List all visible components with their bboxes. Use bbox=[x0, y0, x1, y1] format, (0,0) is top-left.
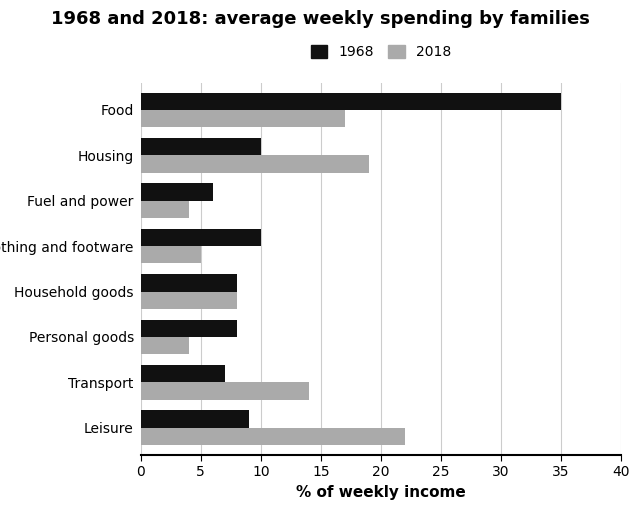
Bar bbox=[141, 275, 237, 292]
Bar bbox=[141, 155, 369, 173]
X-axis label: % of weekly income: % of weekly income bbox=[296, 485, 466, 500]
Bar bbox=[141, 320, 237, 337]
Bar bbox=[141, 246, 201, 263]
Bar bbox=[141, 365, 225, 383]
Legend: 1968, 2018: 1968, 2018 bbox=[307, 41, 455, 64]
Bar bbox=[141, 184, 212, 201]
Bar bbox=[141, 410, 249, 428]
Bar bbox=[141, 292, 237, 309]
Bar bbox=[141, 229, 261, 246]
Bar bbox=[141, 383, 309, 400]
Bar bbox=[141, 337, 189, 354]
Text: 1968 and 2018: average weekly spending by families: 1968 and 2018: average weekly spending b… bbox=[51, 10, 589, 28]
Bar bbox=[141, 110, 345, 127]
Bar bbox=[141, 428, 405, 445]
Bar bbox=[141, 93, 561, 110]
Bar bbox=[141, 138, 261, 155]
Bar bbox=[141, 201, 189, 218]
